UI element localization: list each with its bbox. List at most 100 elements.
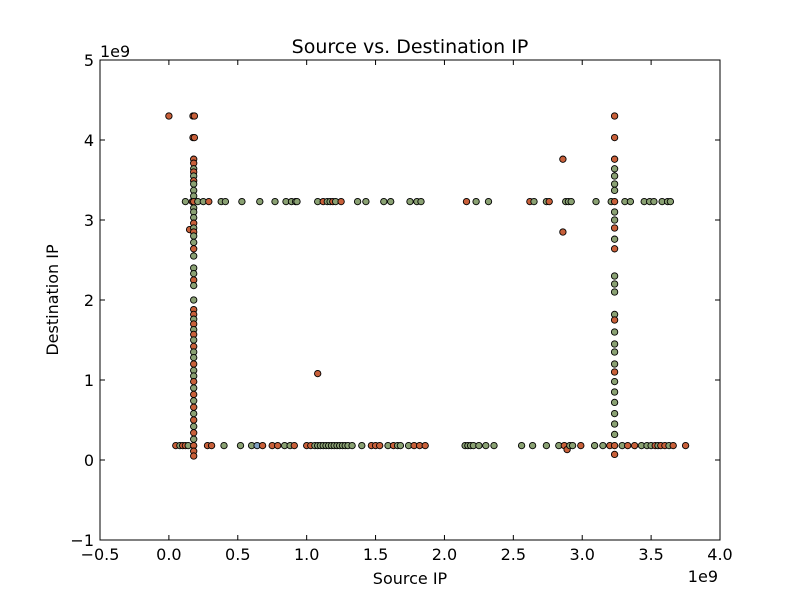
chart-title: Source vs. Destination IP <box>292 36 529 58</box>
data-point <box>274 441 282 450</box>
data-point <box>190 180 198 188</box>
data-point <box>490 441 498 450</box>
data-point <box>610 112 619 120</box>
data-point <box>190 232 198 240</box>
data-point <box>542 441 551 450</box>
data-point <box>590 441 599 450</box>
data-point <box>190 238 198 247</box>
data-point <box>610 420 619 428</box>
data-point <box>610 216 619 224</box>
data-point <box>666 197 675 206</box>
data-point <box>610 208 619 216</box>
data-point <box>190 377 198 386</box>
x-tick-label: 2.5 <box>501 545 526 564</box>
data-point <box>610 398 619 407</box>
data-point <box>181 197 190 206</box>
data-point <box>610 388 619 396</box>
data-point <box>190 384 198 392</box>
data-point <box>517 441 526 450</box>
data-point <box>190 409 198 418</box>
x-axis-label: Source IP <box>373 569 448 588</box>
data-point <box>337 197 345 206</box>
y-tick-label: 1 <box>84 371 94 390</box>
data-point <box>190 245 198 253</box>
data-point <box>669 441 677 450</box>
data-point <box>484 197 493 206</box>
data-point <box>626 197 635 206</box>
data-point <box>610 377 619 386</box>
data-point <box>290 441 298 450</box>
data-point <box>610 245 619 253</box>
data-point <box>190 397 198 405</box>
x-tick-label: 2.0 <box>432 545 457 564</box>
data-point <box>650 197 658 206</box>
x-tick-label: −0.5 <box>81 545 120 564</box>
y-tick-label: 0 <box>84 451 94 470</box>
data-point <box>610 328 619 336</box>
y-tick-label: 3 <box>84 211 94 230</box>
y-tick-label: 4 <box>84 131 94 150</box>
data-point <box>475 441 483 450</box>
data-point <box>293 197 301 206</box>
x-axis-offset-label: 1e9 <box>688 567 718 586</box>
data-point <box>610 224 619 232</box>
data-point <box>406 197 414 206</box>
data-point <box>577 441 585 450</box>
data-point <box>238 197 246 206</box>
y-tick-label: 2 <box>84 291 94 310</box>
data-point <box>190 416 198 424</box>
data-point <box>348 441 356 450</box>
data-point <box>624 441 632 450</box>
x-tick-label: 3.5 <box>638 545 663 564</box>
data-point <box>610 450 619 459</box>
data-point <box>559 228 567 236</box>
data-point <box>205 197 213 206</box>
data-point <box>221 197 230 206</box>
data-point <box>545 197 553 206</box>
data-point <box>358 441 366 450</box>
data-point <box>610 155 619 163</box>
y-axis-label: Destination IP <box>43 244 62 356</box>
data-point <box>421 441 429 450</box>
data-point <box>190 269 198 278</box>
data-point <box>314 369 322 378</box>
data-point <box>462 197 471 206</box>
data-point <box>190 435 198 443</box>
data-point <box>190 112 199 120</box>
data-point <box>190 296 198 304</box>
data-point <box>236 441 245 450</box>
data-point <box>417 197 425 206</box>
data-point <box>610 172 619 180</box>
data-point <box>362 197 370 206</box>
data-point <box>567 197 575 206</box>
data-point <box>592 197 600 206</box>
data-point <box>376 441 384 450</box>
data-point <box>190 452 198 460</box>
x-tick-label: 1.0 <box>294 545 319 564</box>
data-point <box>190 252 198 260</box>
data-point <box>482 441 490 450</box>
data-point <box>610 197 619 206</box>
data-point <box>190 403 198 411</box>
data-point <box>610 368 619 376</box>
data-point <box>610 430 619 439</box>
data-point <box>190 281 198 290</box>
data-point <box>190 353 198 362</box>
data-point <box>610 235 619 243</box>
data-point <box>559 155 567 163</box>
data-point <box>220 441 228 450</box>
data-point <box>610 186 619 195</box>
data-point <box>472 197 480 206</box>
data-point <box>190 429 198 437</box>
data-point <box>271 197 279 206</box>
data-point <box>528 441 537 450</box>
data-point <box>610 165 619 173</box>
data-point <box>610 133 619 142</box>
data-point <box>190 336 198 344</box>
x-tick-label: 3.0 <box>569 545 594 564</box>
data-point <box>599 441 607 450</box>
data-point <box>380 197 388 206</box>
data-point <box>610 340 619 348</box>
